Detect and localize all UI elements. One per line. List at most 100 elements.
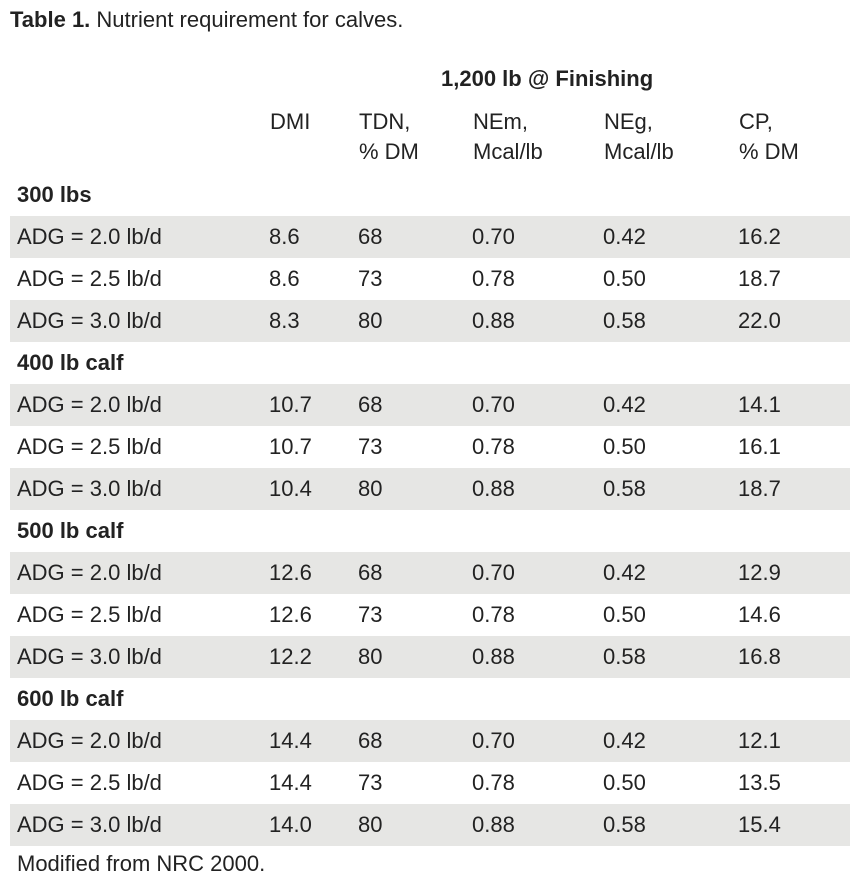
- cp-cell: 16.2: [738, 224, 781, 249]
- neg-cell: 0.50: [603, 266, 646, 291]
- nem-cell: 0.78: [472, 770, 515, 795]
- tdn-cell: 73: [358, 602, 383, 627]
- row-label: ADG = 2.5 lb/d: [17, 434, 162, 459]
- column-header-line1: CP,: [739, 109, 773, 134]
- nem-cell: 0.78: [472, 434, 515, 459]
- cp-cell: 18.7: [738, 266, 781, 291]
- nem-cell: 0.78: [472, 266, 515, 291]
- nem-cell: 0.70: [472, 392, 515, 417]
- nem-cell: 0.88: [472, 812, 515, 837]
- tdn-cell: 80: [358, 476, 383, 501]
- nem-cell: 0.88: [472, 476, 515, 501]
- column-header-line2: % DM: [359, 139, 419, 164]
- tdn-cell: 80: [358, 812, 383, 837]
- group-label-row: 500 lb calf: [10, 510, 850, 552]
- neg-cell: 0.50: [603, 602, 646, 627]
- dmi-cell: 14.0: [269, 812, 312, 837]
- cp-cell: 22.0: [738, 308, 781, 333]
- nem-cell: 0.70: [472, 728, 515, 753]
- tdn-cell: 68: [358, 224, 383, 249]
- neg-cell: 0.42: [603, 224, 646, 249]
- tdn-cell: 80: [358, 308, 383, 333]
- dmi-cell: 10.7: [269, 392, 312, 417]
- nem-cell: 0.88: [472, 308, 515, 333]
- neg-cell: 0.50: [603, 770, 646, 795]
- cp-cell: 18.7: [738, 476, 781, 501]
- row-label: ADG = 2.5 lb/d: [17, 770, 162, 795]
- cp-cell: 12.1: [738, 728, 781, 753]
- nem-cell: 0.88: [472, 644, 515, 669]
- cp-cell: 13.5: [738, 770, 781, 795]
- dmi-cell: 14.4: [269, 728, 312, 753]
- row-label: ADG = 3.0 lb/d: [17, 644, 162, 669]
- neg-cell: 0.58: [603, 308, 646, 333]
- cp-cell: 12.9: [738, 560, 781, 585]
- neg-cell: 0.58: [603, 476, 646, 501]
- group-label-row: 400 lb calf: [10, 342, 850, 384]
- tdn-cell: 73: [358, 770, 383, 795]
- neg-cell: 0.42: [603, 560, 646, 585]
- table-row: ADG = 3.0 lb/d 10.4 80 0.88 0.58 18.7: [10, 468, 850, 510]
- row-label: ADG = 2.0 lb/d: [17, 224, 162, 249]
- table-caption: Table 1. Nutrient requirement for calves…: [10, 5, 403, 35]
- neg-cell: 0.50: [603, 434, 646, 459]
- group-label: 400 lb calf: [17, 350, 124, 375]
- tdn-cell: 80: [358, 644, 383, 669]
- table-caption-text: Nutrient requirement for calves.: [90, 7, 404, 32]
- table-row: ADG = 2.5 lb/d 10.7 73 0.78 0.50 16.1: [10, 426, 850, 468]
- row-label: ADG = 3.0 lb/d: [17, 308, 162, 333]
- tdn-cell: 68: [358, 560, 383, 585]
- table-row: ADG = 3.0 lb/d 12.2 80 0.88 0.58 16.8: [10, 636, 850, 678]
- column-header-dmi: DMI: [270, 107, 310, 137]
- table-row: ADG = 2.0 lb/d 12.6 68 0.70 0.42 12.9: [10, 552, 850, 594]
- dmi-cell: 8.6: [269, 224, 300, 249]
- nutrient-table: 300 lbs ADG = 2.0 lb/d 8.6 68 0.70 0.42 …: [10, 174, 850, 846]
- table-row: ADG = 3.0 lb/d 14.0 80 0.88 0.58 15.4: [10, 804, 850, 846]
- cp-cell: 16.1: [738, 434, 781, 459]
- table-row: ADG = 2.5 lb/d 14.4 73 0.78 0.50 13.5: [10, 762, 850, 804]
- column-header-line1: NEg,: [604, 109, 653, 134]
- neg-cell: 0.42: [603, 728, 646, 753]
- cp-cell: 14.6: [738, 602, 781, 627]
- column-header-line2: % DM: [739, 139, 799, 164]
- dmi-cell: 14.4: [269, 770, 312, 795]
- table-footnote: Modified from NRC 2000.: [17, 851, 266, 876]
- column-header-line2: Mcal/lb: [604, 139, 674, 164]
- table-caption-label: Table 1.: [10, 7, 91, 32]
- row-label: ADG = 2.0 lb/d: [17, 728, 162, 753]
- row-label: ADG = 3.0 lb/d: [17, 812, 162, 837]
- nem-cell: 0.78: [472, 602, 515, 627]
- row-label: ADG = 3.0 lb/d: [17, 476, 162, 501]
- cp-cell: 16.8: [738, 644, 781, 669]
- neg-cell: 0.58: [603, 812, 646, 837]
- neg-cell: 0.58: [603, 644, 646, 669]
- group-label: 600 lb calf: [17, 686, 124, 711]
- column-header-tdn: TDN, % DM: [359, 107, 419, 167]
- neg-cell: 0.42: [603, 392, 646, 417]
- group-label: 300 lbs: [17, 182, 92, 207]
- dmi-cell: 8.6: [269, 266, 300, 291]
- row-label: ADG = 2.5 lb/d: [17, 266, 162, 291]
- table-row: ADG = 2.5 lb/d 8.6 73 0.78 0.50 18.7: [10, 258, 850, 300]
- table-row: ADG = 2.5 lb/d 12.6 73 0.78 0.50 14.6: [10, 594, 850, 636]
- row-label: ADG = 2.0 lb/d: [17, 560, 162, 585]
- group-label-row: 600 lb calf: [10, 678, 850, 720]
- group-label-row: 300 lbs: [10, 174, 850, 216]
- column-header-cp: CP, % DM: [739, 107, 799, 167]
- column-header-line2: Mcal/lb: [473, 139, 543, 164]
- dmi-cell: 10.7: [269, 434, 312, 459]
- column-header-line1: DMI: [270, 109, 311, 134]
- dmi-cell: 10.4: [269, 476, 312, 501]
- column-header-line1: TDN,: [359, 109, 411, 134]
- dmi-cell: 12.6: [269, 602, 312, 627]
- cp-cell: 15.4: [738, 812, 781, 837]
- tdn-cell: 73: [358, 434, 383, 459]
- dmi-cell: 12.6: [269, 560, 312, 585]
- tdn-cell: 73: [358, 266, 383, 291]
- row-label: ADG = 2.5 lb/d: [17, 602, 162, 627]
- tdn-cell: 68: [358, 392, 383, 417]
- dmi-cell: 12.2: [269, 644, 312, 669]
- nem-cell: 0.70: [472, 560, 515, 585]
- column-group-header: 1,200 lb @ Finishing: [441, 66, 654, 91]
- column-header-neg: NEg, Mcal/lb: [604, 107, 674, 167]
